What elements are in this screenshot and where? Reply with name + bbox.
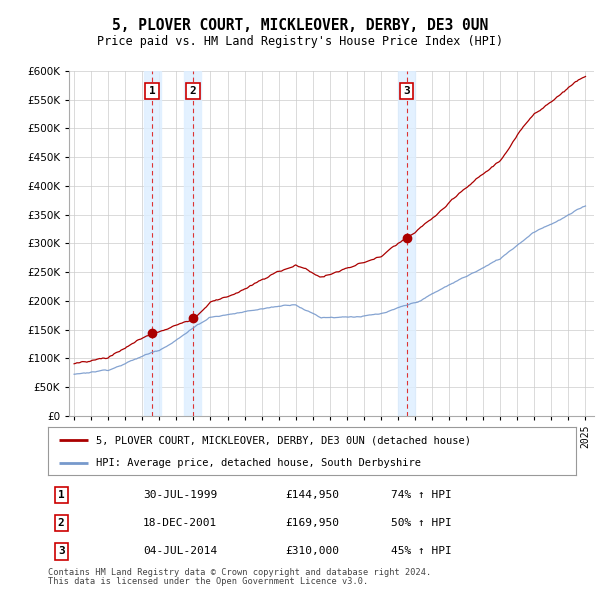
Text: £310,000: £310,000 bbox=[286, 546, 340, 556]
Text: 45% ↑ HPI: 45% ↑ HPI bbox=[391, 546, 452, 556]
Bar bbox=[143, 71, 161, 416]
Text: This data is licensed under the Open Government Licence v3.0.: This data is licensed under the Open Gov… bbox=[48, 577, 368, 586]
Text: Price paid vs. HM Land Registry's House Price Index (HPI): Price paid vs. HM Land Registry's House … bbox=[97, 35, 503, 48]
Text: 1: 1 bbox=[58, 490, 65, 500]
Bar bbox=[184, 71, 202, 416]
Text: 30-JUL-1999: 30-JUL-1999 bbox=[143, 490, 217, 500]
Text: 04-JUL-2014: 04-JUL-2014 bbox=[143, 546, 217, 556]
Text: £169,950: £169,950 bbox=[286, 518, 340, 528]
Text: 2: 2 bbox=[58, 518, 65, 528]
Text: 5, PLOVER COURT, MICKLEOVER, DERBY, DE3 0UN (detached house): 5, PLOVER COURT, MICKLEOVER, DERBY, DE3 … bbox=[95, 435, 470, 445]
Bar bbox=[398, 71, 415, 416]
Text: 18-DEC-2001: 18-DEC-2001 bbox=[143, 518, 217, 528]
Text: Contains HM Land Registry data © Crown copyright and database right 2024.: Contains HM Land Registry data © Crown c… bbox=[48, 568, 431, 576]
Text: 50% ↑ HPI: 50% ↑ HPI bbox=[391, 518, 452, 528]
Text: 2: 2 bbox=[190, 86, 196, 96]
Text: HPI: Average price, detached house, South Derbyshire: HPI: Average price, detached house, Sout… bbox=[95, 458, 421, 468]
Text: 3: 3 bbox=[403, 86, 410, 96]
Text: £144,950: £144,950 bbox=[286, 490, 340, 500]
Text: 3: 3 bbox=[58, 546, 65, 556]
Text: 1: 1 bbox=[149, 86, 155, 96]
Text: 74% ↑ HPI: 74% ↑ HPI bbox=[391, 490, 452, 500]
Text: 5, PLOVER COURT, MICKLEOVER, DERBY, DE3 0UN: 5, PLOVER COURT, MICKLEOVER, DERBY, DE3 … bbox=[112, 18, 488, 32]
